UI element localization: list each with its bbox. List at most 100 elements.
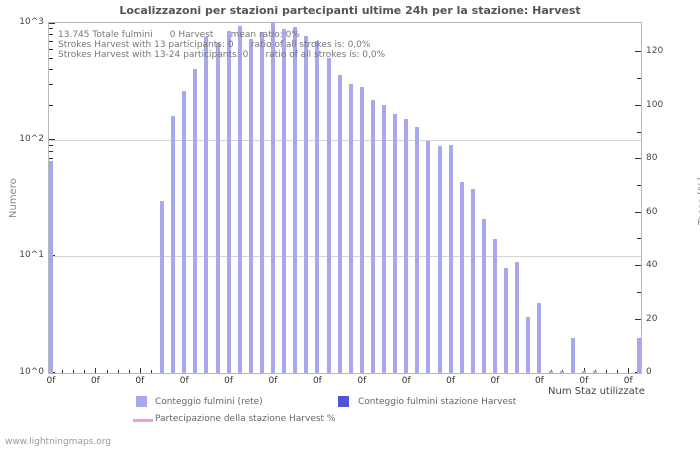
network-stroke-bar [426,141,431,373]
right-axis-major-tick [635,211,641,213]
network-stroke-bar [548,371,553,373]
y-right-tick-label: 60 [646,206,658,217]
network-stroke-bar [537,303,542,373]
y-right-tick-label: 40 [646,260,658,271]
y-right-tick-label: 100 [646,99,664,110]
x-tick-label: 0f [312,376,322,386]
info-line-strokes-13: Strokes Harvest with 13 participants: 0 … [58,40,371,50]
x-tick-label: 0f [135,376,145,386]
legend-swatch-station-icon [338,396,349,407]
network-stroke-bar [226,31,231,373]
network-stroke-bar [49,161,53,373]
right-axis-minor-tick [637,238,641,240]
x-axis-minor-tick [62,370,64,373]
right-axis-minor-tick [637,131,641,133]
right-axis-major-tick [635,318,641,320]
network-stroke-bar [248,39,253,373]
y-axis-minor-tick [49,145,53,146]
network-stroke-bar [326,58,331,373]
x-axis-minor-tick [73,370,75,373]
x-tick-label: 0f [46,376,56,386]
x-axis-major-tick [583,368,585,373]
legend-label-station: Conteggio fulmini stazione Harvest [358,397,517,407]
y-right-tick-label: 80 [646,153,658,164]
x-axis-minor-tick [606,370,607,373]
network-stroke-bar [293,27,298,373]
info-line-totals: 13.745 Totale fulmini 0 Harvest mean rat… [58,30,300,40]
grid-line [49,256,641,258]
network-stroke-bar [204,37,209,373]
network-stroke-bar [160,201,164,373]
x-tick-label: 0f [268,376,278,386]
network-stroke-bar [337,75,342,373]
network-stroke-bar [193,69,198,373]
info-block: 13.745 Totale fulmini 0 Harvest mean rat… [58,30,385,60]
x-axis-major-tick [628,368,630,373]
x-tick-label: 0f [224,376,234,386]
footer-url: www.lightningmaps.org [5,437,111,447]
chart-title: Localizzazoni per stazioni partecipanti … [119,4,581,17]
y-axis-minor-tick [49,84,53,85]
x-axis-minor-tick [617,370,619,373]
network-stroke-bar [515,262,520,373]
info-line-strokes-13-24: Strokes Harvest with 13-24 participants:… [58,50,386,60]
network-stroke-bar [370,100,375,373]
x-tick-label: 0f [179,376,189,386]
network-stroke-bar [171,116,176,373]
x-tick-label: 0f [534,376,544,386]
x-axis-minor-tick [150,370,152,373]
network-stroke-bar [437,146,442,373]
network-stroke-bar [415,127,420,373]
network-stroke-bar [271,22,275,373]
x-tick-label: 0f [490,376,500,386]
network-stroke-bar [470,189,475,373]
network-stroke-bar [581,371,586,373]
x-tick-label: 0f [90,376,100,386]
x-axis-major-tick [95,368,97,373]
grid-line [49,139,641,141]
network-stroke-bar [570,338,575,373]
y-right-tick-label: 20 [646,313,658,324]
y-left-label-100: 10^2 [19,134,44,144]
y-axis-minor-tick [49,150,53,152]
right-axis-major-tick [635,51,641,53]
legend-line-participation-icon [133,419,153,422]
network-stroke-bar [504,268,509,373]
network-stroke-bar [182,91,187,373]
network-stroke-bar [359,87,364,373]
network-stroke-bar [448,145,453,373]
y-axis-minor-tick [49,48,53,50]
y-axis-minor-tick [49,41,53,43]
right-axis-major-tick [635,265,641,267]
y-axis-minor-tick [49,104,53,106]
x-axis-minor-tick [84,370,86,373]
legend-label-participation: Partecipazione della stazione Harvest % [155,414,336,424]
network-stroke-bar [637,338,642,373]
numero-axis-title: Numero [8,178,19,218]
network-stroke-bar [215,43,220,373]
y-axis-major-tick [49,23,55,24]
right-axis-minor-tick [637,184,641,186]
y-right-tick-label: 0 [646,367,652,377]
right-axis-minor-tick [637,78,641,80]
network-stroke-bar [404,119,409,373]
x-axis-minor-tick [117,370,119,373]
x-tick-label: 0f [446,376,456,386]
network-stroke-bar [348,84,353,373]
network-stroke-bar [559,371,564,373]
network-stroke-bar [382,105,386,373]
plot-area [48,22,642,374]
right-axis-major-tick [635,104,641,106]
x-tick-label: 0f [623,376,633,386]
y-left-label-1000: 10^3 [19,17,44,27]
y-axis-minor-tick [49,69,53,71]
network-stroke-bar [592,371,597,373]
network-stroke-bar [526,317,531,373]
right-axis-major-tick [635,158,641,160]
network-stroke-bar [481,219,486,373]
network-stroke-bar [315,41,320,373]
y-axis-minor-tick [49,157,53,159]
right-axis-minor-tick [637,291,641,293]
y-axis-minor-tick [49,28,53,30]
x-tick-label: 0f [579,376,589,386]
